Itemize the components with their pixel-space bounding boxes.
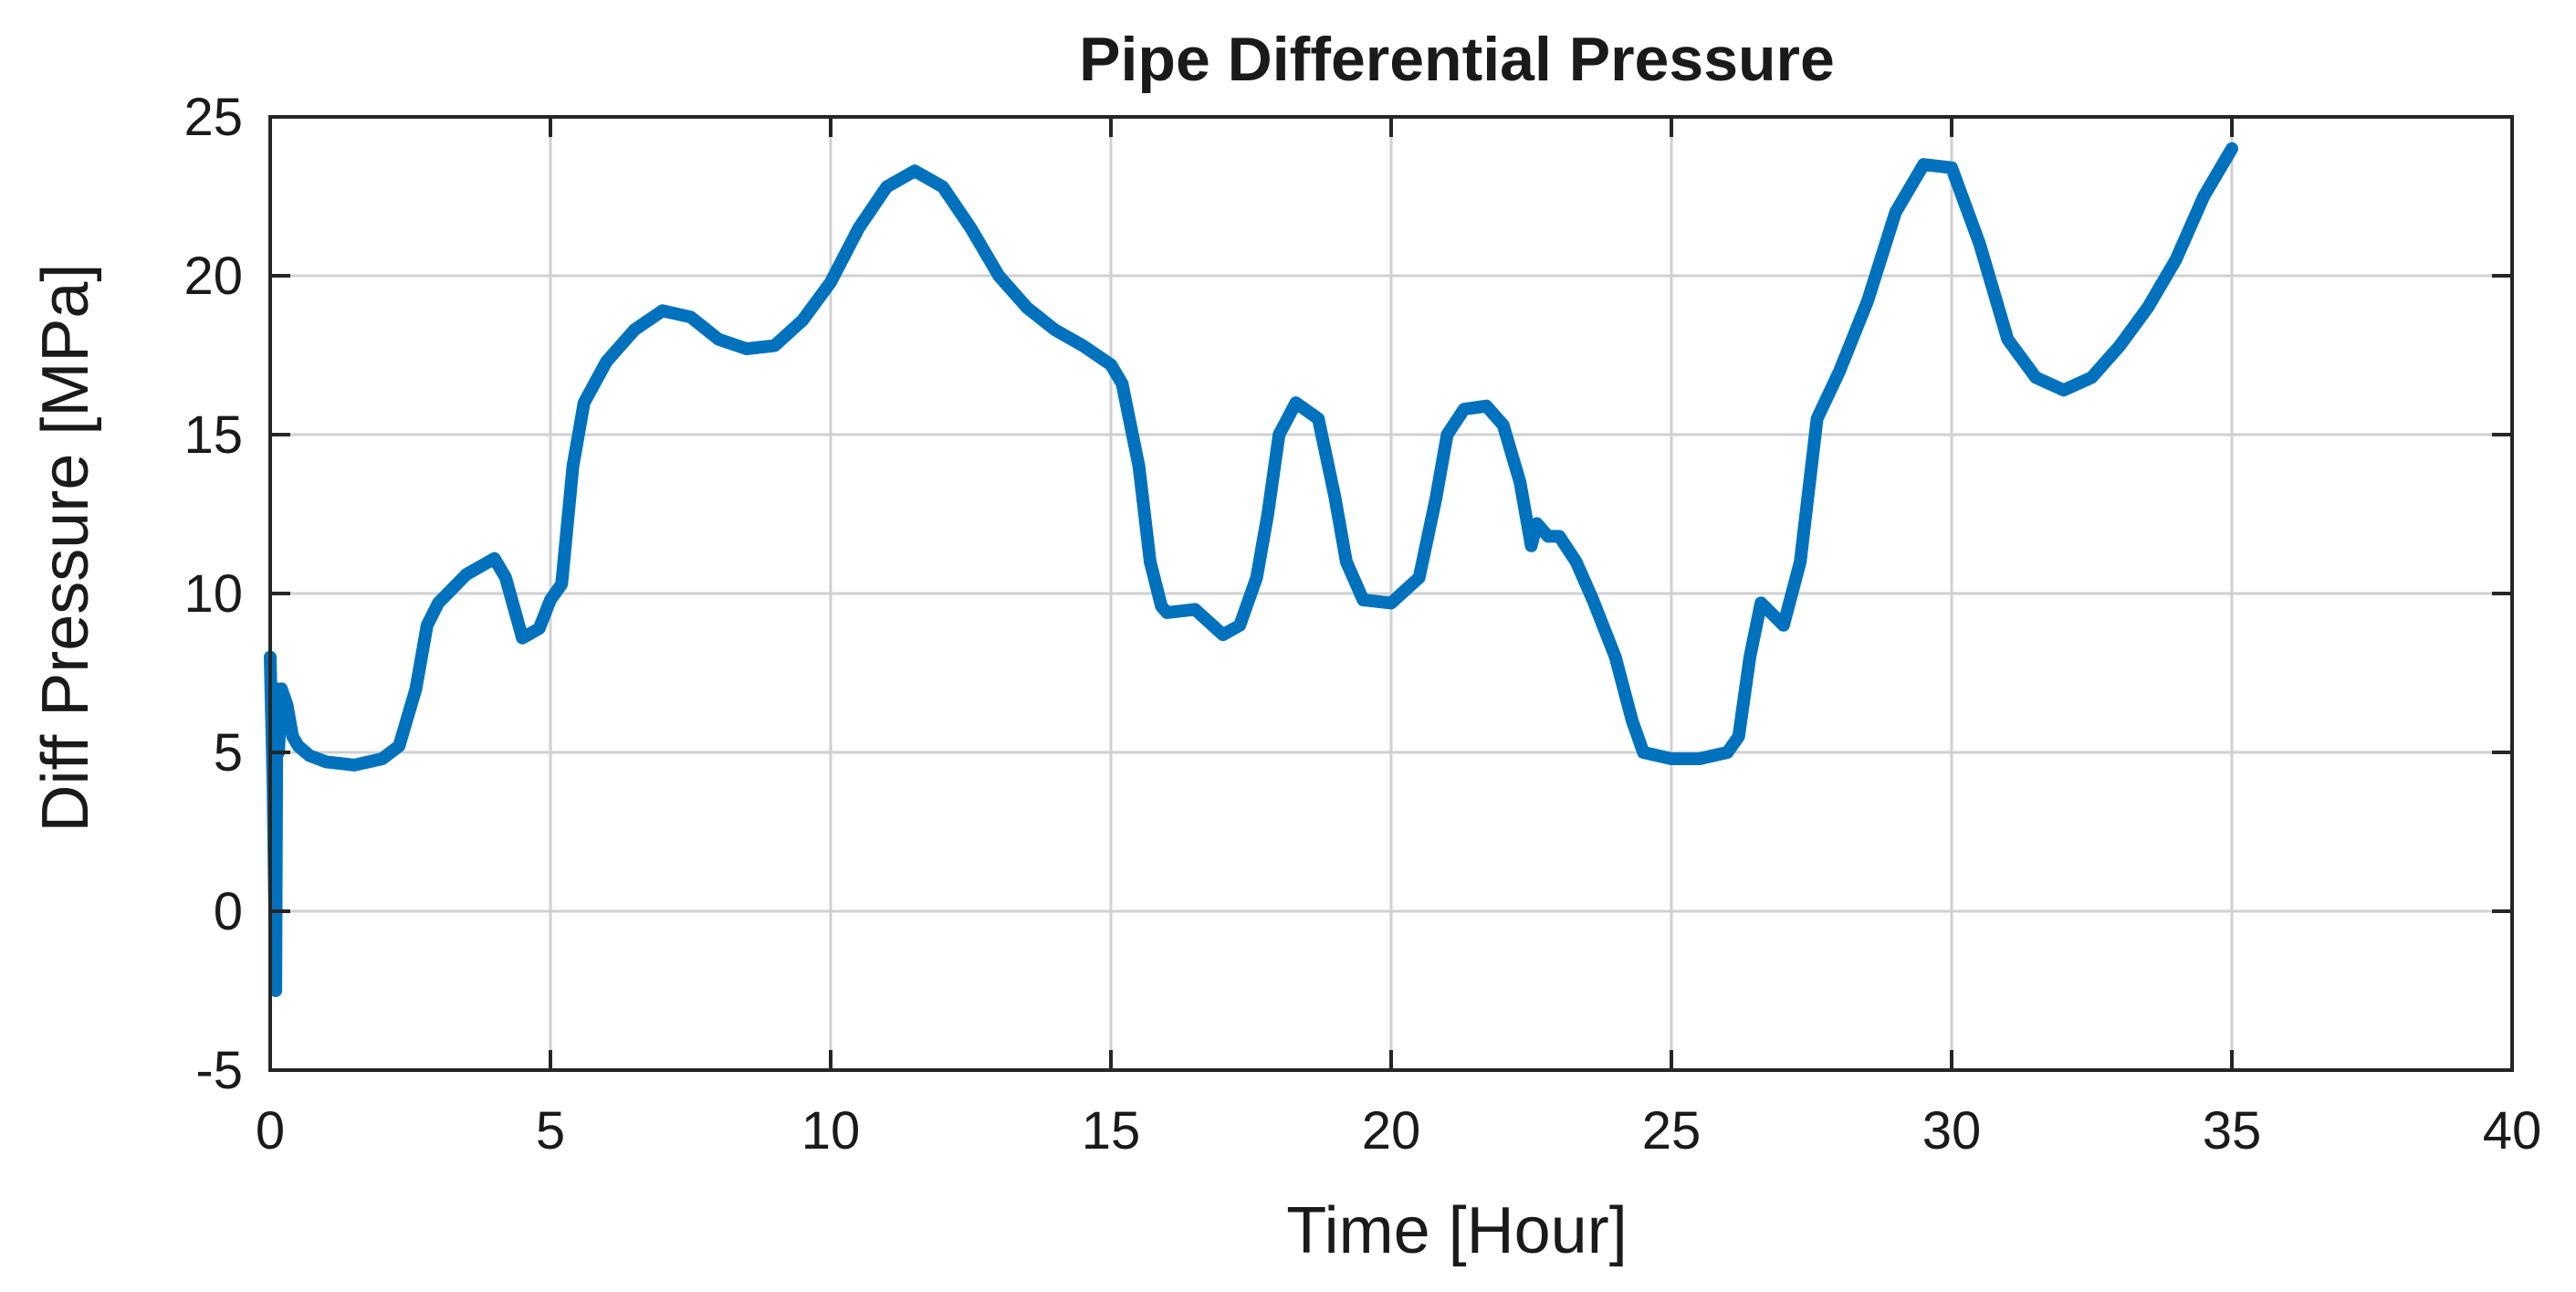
y-axis-label: Diff Pressure [MPa] [29,264,102,833]
series-line-0 [264,142,2238,997]
x-tick-label: 0 [256,1101,285,1161]
x-tick-label: 35 [2203,1101,2262,1161]
x-tick-label: 15 [1082,1101,1141,1161]
y-axis-ticks: -5 0 5 10 15 20 25 [183,88,2512,1100]
y-tick-label: 0 [214,882,243,941]
x-tick-label: 5 [536,1101,565,1161]
x-axis-label: Time [Hour] [1286,1194,1627,1267]
y-tick-label: 25 [183,88,243,147]
chart-title: Pipe Differential Pressure [1079,25,1835,94]
y-tick-label: -5 [195,1041,243,1100]
series-layer [264,142,2238,997]
x-tick-label: 25 [1642,1101,1702,1161]
y-tick-label: 10 [183,564,243,624]
y-tick-label: 20 [183,247,243,306]
x-tick-label: 20 [1362,1101,1421,1161]
grid [270,117,2512,1070]
y-tick-label: 15 [183,405,243,465]
x-axis-ticks: 0 5 10 15 20 25 30 35 40 [256,117,2541,1161]
x-tick-label: 10 [801,1101,861,1161]
y-tick-label: 5 [214,723,243,783]
x-tick-label: 30 [1922,1101,1982,1161]
x-tick-label: 40 [2483,1101,2542,1161]
